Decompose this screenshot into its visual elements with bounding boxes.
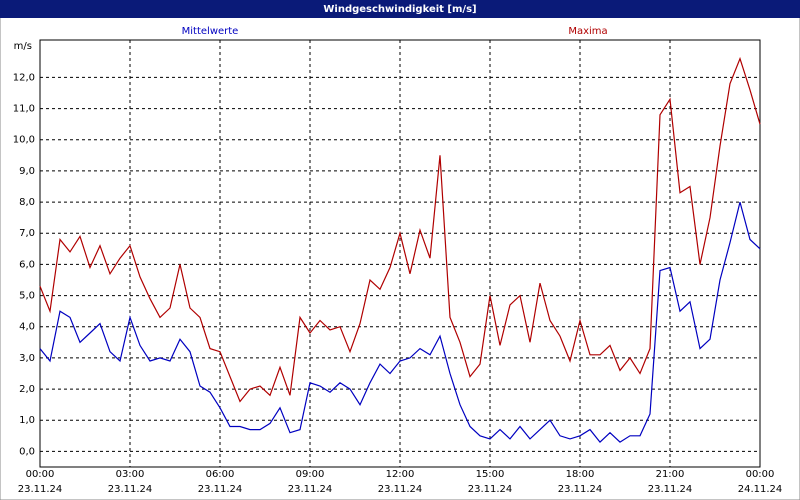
x-tick-label: 12:00	[386, 469, 415, 480]
x-tick-label: 00:00	[26, 469, 55, 480]
x-tick-date: 23.11.24	[198, 484, 243, 495]
y-unit: m/s	[14, 41, 32, 52]
y-tick-label: 4,0	[19, 322, 35, 333]
x-tick-date: 23.11.24	[18, 484, 63, 495]
y-tick-label: 12,0	[13, 72, 35, 83]
data-line	[39, 201, 761, 443]
y-tick-label: 2,0	[19, 384, 35, 395]
x-tick-date: 23.11.24	[558, 484, 603, 495]
x-tick-date: 23.11.24	[108, 484, 153, 495]
x-tick-label: 03:00	[116, 469, 145, 480]
y-tick-label: 0,0	[19, 446, 35, 457]
title-bar	[0, 0, 800, 18]
data-line	[39, 56, 761, 403]
x-tick-label: 00:00	[746, 469, 775, 480]
x-tick-label: 06:00	[206, 469, 235, 480]
y-tick-label: 10,0	[13, 135, 35, 146]
y-tick-label: 1,0	[19, 415, 35, 426]
x-tick-label: 21:00	[656, 469, 685, 480]
y-tick-label: 7,0	[19, 228, 35, 239]
legend-label: Mittelwerte	[182, 26, 239, 37]
x-tick-date: 23.11.24	[468, 484, 513, 495]
x-tick-date: 23.11.24	[378, 484, 423, 495]
y-tick-label: 3,0	[19, 353, 35, 364]
legend-label: Maxima	[568, 26, 607, 37]
y-tick-label: 6,0	[19, 259, 35, 270]
x-tick-date: 23.11.24	[648, 484, 693, 495]
chart-title: Windgeschwindigkeit [m/s]	[323, 4, 476, 15]
y-tick-label: 5,0	[19, 291, 35, 302]
y-tick-label: 11,0	[13, 104, 35, 115]
x-tick-label: 15:00	[476, 469, 505, 480]
x-tick-date: 23.11.24	[288, 484, 333, 495]
x-tick-date: 24.11.24	[738, 484, 783, 495]
y-tick-label: 8,0	[19, 197, 35, 208]
x-tick-label: 18:00	[566, 469, 595, 480]
y-tick-label: 9,0	[19, 166, 35, 177]
x-tick-label: 09:00	[296, 469, 325, 480]
